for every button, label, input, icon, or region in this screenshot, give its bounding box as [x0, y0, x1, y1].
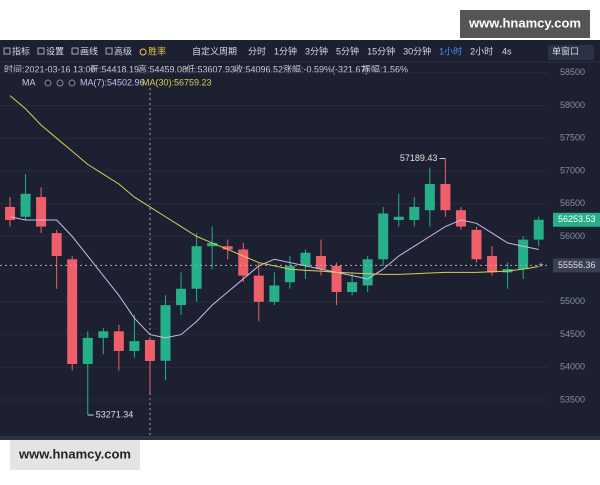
price-line-box — [553, 258, 600, 273]
high-label: 57189.43 — [400, 153, 438, 163]
info-amplitude: 振幅:1.56% — [362, 63, 408, 74]
candle-body — [316, 256, 326, 270]
ma-line — [9, 216, 539, 339]
period-button[interactable]: 30分钟 — [403, 45, 431, 56]
y-tick-label: 54000 — [560, 362, 585, 372]
candle-body — [518, 239, 529, 270]
custom-period[interactable]: 自定义周期 — [192, 45, 237, 56]
watermark: www.hnamcy.com — [18, 446, 131, 461]
window-button[interactable]: 单窗口 — [552, 45, 579, 56]
candle-body — [440, 184, 451, 211]
info-open: 开:54418.19 — [90, 64, 139, 74]
close-icon[interactable] — [68, 79, 76, 87]
info-time: 时间:2021-03-16 13:00 — [4, 63, 96, 74]
tool-button[interactable]: 设置 — [46, 46, 64, 56]
info-close: 收:54096.52 — [234, 63, 283, 74]
candle-body — [393, 216, 404, 221]
candle-body — [284, 265, 295, 283]
candle-body — [129, 341, 140, 351]
ma-label[interactable]: MA — [22, 77, 36, 87]
tool-icon — [139, 48, 147, 56]
tool-button[interactable]: 画线 — [80, 45, 98, 56]
y-tick-label: 54500 — [560, 329, 585, 339]
candle-body — [36, 197, 47, 227]
y-tick-label: 58500 — [560, 67, 585, 77]
candle-body — [471, 229, 482, 260]
tool-icon[interactable] — [37, 47, 45, 55]
tool-icon[interactable] — [3, 47, 11, 55]
candle-body — [362, 259, 373, 286]
eye-icon[interactable] — [44, 79, 52, 87]
candle-body — [424, 184, 435, 211]
candle-body — [253, 275, 264, 302]
info-change: 涨幅:-0.59%(-321.67) — [283, 63, 369, 74]
candle-body — [300, 252, 311, 266]
candle-body — [378, 213, 389, 260]
price-line-label: 55556.36 — [558, 260, 596, 270]
candle-body — [176, 288, 187, 306]
watermark-box — [460, 10, 590, 38]
window-button-bg — [548, 45, 594, 60]
info-high: 高:54459.08 — [138, 63, 187, 74]
candle-body — [331, 265, 342, 293]
period-button[interactable]: 2小时 — [470, 45, 493, 56]
tool-icon[interactable] — [71, 47, 79, 55]
y-tick-label: 53500 — [560, 394, 585, 404]
period-button[interactable]: 1分钟 — [274, 45, 297, 56]
candle-body — [160, 305, 171, 361]
watermark: www.hnamcy.com — [468, 15, 581, 30]
candle-body — [67, 259, 78, 365]
candle-body — [222, 246, 233, 250]
ma7-label: MA(7):54502.96 — [80, 77, 145, 87]
y-tick-label: 56000 — [560, 231, 585, 241]
last-price-label: 56253.53 — [558, 214, 596, 224]
candle-body — [269, 285, 280, 302]
scroll-strip — [0, 436, 600, 440]
y-tick-label: 55000 — [560, 296, 585, 306]
tool-icon[interactable] — [105, 47, 113, 55]
y-tick-label: 56500 — [560, 198, 585, 208]
last-price-box — [553, 212, 600, 227]
watermark-box — [10, 440, 140, 470]
candle-body — [347, 282, 358, 293]
y-tick-label: 57500 — [560, 133, 585, 143]
tool-button[interactable]: 胜率 — [148, 45, 166, 56]
info-low: 低:53607.93 — [186, 63, 235, 74]
period-button[interactable]: 分时 — [248, 45, 266, 56]
y-tick-label: 58000 — [560, 100, 585, 110]
candle-body — [455, 210, 466, 227]
add-icon[interactable]: + — [538, 260, 543, 270]
chart-bg — [0, 40, 600, 438]
candle-body — [113, 331, 124, 351]
ma30-label: MA(30):56759.23 — [142, 77, 212, 87]
ma-line — [9, 95, 539, 275]
candle-body — [409, 206, 420, 221]
tool-button[interactable]: 指标 — [12, 45, 30, 56]
candle-body — [51, 233, 62, 257]
candle-body — [191, 246, 202, 289]
refresh-rate[interactable]: 4s — [502, 46, 512, 56]
settings-icon[interactable] — [56, 79, 64, 87]
candle-body — [144, 339, 155, 361]
candle-body — [207, 242, 218, 247]
candle-body — [238, 249, 249, 276]
tool-button[interactable]: 高级 — [114, 45, 132, 56]
candle-body — [5, 206, 15, 221]
y-tick-label: 57000 — [560, 165, 585, 175]
period-button[interactable]: 1小时 — [439, 45, 462, 56]
candle-body — [487, 256, 498, 273]
low-label: 53271.34 — [96, 409, 134, 419]
candle-body — [82, 337, 93, 365]
candle-body — [533, 219, 544, 240]
candle-body — [20, 193, 31, 217]
period-button[interactable]: 15分钟 — [367, 45, 395, 56]
period-button[interactable]: 3分钟 — [305, 45, 328, 56]
candle-body — [98, 331, 109, 338]
period-button[interactable]: 5分钟 — [336, 45, 359, 56]
